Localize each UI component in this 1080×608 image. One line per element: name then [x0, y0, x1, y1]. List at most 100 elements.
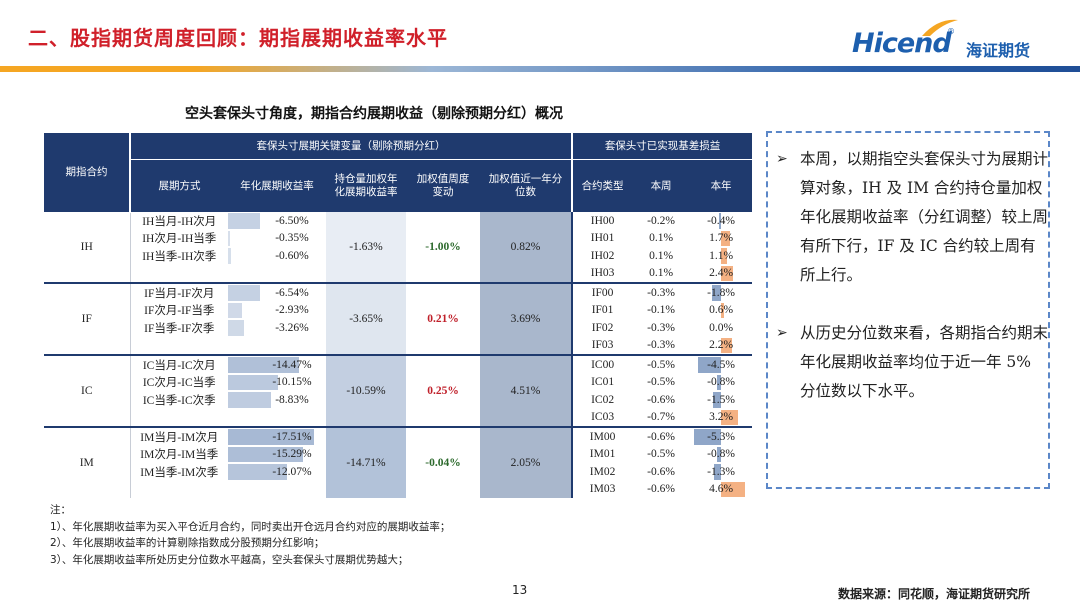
contract-type-cell: IF00 [572, 282, 633, 302]
logo-registered-mark: ® [947, 27, 955, 36]
table-row: IM次月-IM当季 -15.29% IM01 -0.5% -0.8% [44, 446, 752, 464]
this-week-value: -0.6% [647, 483, 675, 496]
this-year-cell: 2.2% [690, 337, 752, 356]
table-title: 空头套保头寸角度，期指合约展期收益（剔除预期分红）概况 [185, 106, 563, 122]
roll-cell: IH当月-IH次月 [142, 215, 217, 228]
contract-type-cell: IF01 [591, 304, 614, 317]
year-bar [721, 230, 730, 246]
annual-rate-value: -17.51% [272, 430, 312, 443]
this-week-value: -0.5% [647, 358, 675, 371]
percentile-cell: 2.05% [480, 426, 574, 498]
annual-rate-value: -8.83% [275, 393, 309, 406]
header-hold-weighted: 持仓量加权年化展期收益率 [326, 159, 406, 212]
roll-yield-table: 期指合约 套保头寸展期关键变量（剔除预期分红） 套保头寸已实现基差损益 展期方式… [44, 133, 753, 499]
this-week-cell: -0.5% [632, 354, 691, 374]
contract-type-cell: IH00 [590, 214, 615, 227]
this-year-value: -1.5% [707, 393, 735, 406]
this-week-value: -0.3% [647, 286, 675, 299]
table-row: IM03 -0.6% 4.6% [44, 481, 752, 499]
bullet-arrow-icon: ➢ [776, 325, 788, 341]
this-week-cell: -0.6% [632, 391, 690, 409]
annual-rate-value: -0.60% [275, 249, 309, 262]
table-row: IC次月-IC当季 -10.15% IC01 -0.5% -0.8% [44, 374, 752, 392]
annual-rate-value: -2.93% [275, 304, 309, 317]
roll-cell: IF当季-IF次季 [144, 322, 215, 335]
hold-weighted-cell: -1.63% [326, 212, 406, 283]
rate-bar [228, 357, 299, 373]
header-roll: 展期方式 [130, 159, 228, 212]
this-year-cell: 1.7% [690, 230, 752, 248]
this-year-value: 1.7% [709, 232, 734, 245]
header-percentile: 加权值近一年分位数 [480, 159, 574, 212]
this-week-cell: -0.3% [632, 319, 690, 337]
rate-bar [228, 230, 230, 246]
summary-box: ➢ 本周，以期指空头套保头寸为展期计算对象，IH 及 IM 合约持仓量加权年化展… [766, 131, 1050, 489]
year-bar [716, 446, 722, 462]
table-row: IC03 -0.7% 3.2% [44, 409, 752, 428]
year-bar [693, 429, 722, 445]
this-year-cell: -4.5% [690, 354, 753, 374]
contract-type-cell: IM01 [589, 448, 616, 461]
annual-rate-cell [228, 481, 326, 499]
header-divider-bar [0, 66, 1080, 72]
note-item-1: 1）、年化展期收益率为买入平仓近月合约，同时卖出开仓远月合约对应的展期收益率； [50, 520, 451, 533]
roll-cell: IH当季-IH次季 [142, 250, 217, 263]
year-bar [721, 265, 734, 281]
this-year-cell: 4.6% [690, 481, 752, 499]
roll-cell [130, 337, 228, 356]
this-week-value: 0.1% [649, 232, 674, 245]
roll-cell: IC当月-IC次月 [130, 354, 228, 374]
table-row: IF03 -0.3% 2.2% [44, 337, 752, 356]
this-year-value: 0.0% [709, 321, 734, 334]
year-bar [721, 481, 745, 497]
percentile-cell: 0.82% [480, 212, 574, 283]
percentile-cell: 3.69% [480, 282, 574, 355]
this-year-value: -1.3% [707, 465, 735, 478]
this-week-cell: -0.6% [632, 426, 691, 446]
this-week-cell: -0.1% [632, 302, 690, 320]
hold-weighted-cell: -3.65% [326, 282, 406, 355]
header-group-basis: 套保头寸已实现基差损益 [572, 133, 753, 160]
table-body: IH IH当月-IH次月 -6.50% -1.63% -1.00% 0.82% IH00 -0… [44, 212, 753, 499]
year-bar [721, 409, 738, 425]
roll-cell: IM当季-IM次季 [140, 466, 219, 479]
page-number: 13 [512, 583, 528, 597]
contract-cell: IF [44, 282, 131, 355]
rate-bar [228, 392, 272, 408]
this-week-cell: 0.1% [632, 247, 690, 265]
roll-cell: IF次月-IF当季 [144, 305, 215, 318]
year-bar [719, 213, 722, 229]
this-year-value: -1.8% [707, 286, 735, 299]
this-year-cell: -1.3% [690, 463, 752, 481]
table-row: IH当季-IH次季 -0.60% IH02 0.1% 1.1% [44, 247, 752, 265]
year-bar [697, 357, 722, 373]
this-week-cell: -0.7% [632, 409, 690, 428]
contract-cell: IC [44, 354, 131, 427]
table-row: IC IC当月-IC次月 -14.47% -10.59% 0.25% 4.51% IC00 -… [44, 354, 753, 427]
roll-cell: IH次月-IH当季 [142, 233, 217, 246]
this-year-cell: 1.1% [690, 247, 752, 265]
annual-rate-value [262, 483, 292, 495]
rate-bar [228, 320, 244, 336]
annual-rate-value: -12.07% [272, 465, 312, 478]
rate-bar [228, 285, 261, 301]
notes-label: 注： [50, 504, 71, 516]
this-year-value: -4.5% [707, 358, 735, 371]
slide-title: 二、股指期货周度回顾：期指展期收益率水平 [28, 26, 448, 50]
hold-weighted-cell: -14.71% [326, 426, 406, 498]
contract-type-cell: IC01 [591, 376, 615, 389]
this-year-cell: -1.5% [690, 391, 752, 409]
this-year-value: -0.4% [707, 214, 735, 227]
this-year-value: 0.6% [709, 304, 734, 317]
this-week-value: -0.6% [647, 393, 675, 406]
annual-rate-cell: -6.50% [228, 212, 326, 230]
this-year-cell: 0.0% [690, 319, 752, 337]
year-bar [721, 337, 733, 353]
table-row: IM当季-IM次季 -12.07% IM02 -0.6% -1.3% [44, 463, 752, 481]
this-week-cell: -0.2% [632, 212, 690, 230]
contract-type-cell: IF02 [591, 321, 614, 334]
this-week-value: -0.6% [647, 430, 675, 443]
annual-rate-value: -10.15% [272, 376, 312, 389]
this-year-value: -0.8% [707, 376, 735, 389]
weekly-change-cell: -1.00% [425, 241, 461, 253]
